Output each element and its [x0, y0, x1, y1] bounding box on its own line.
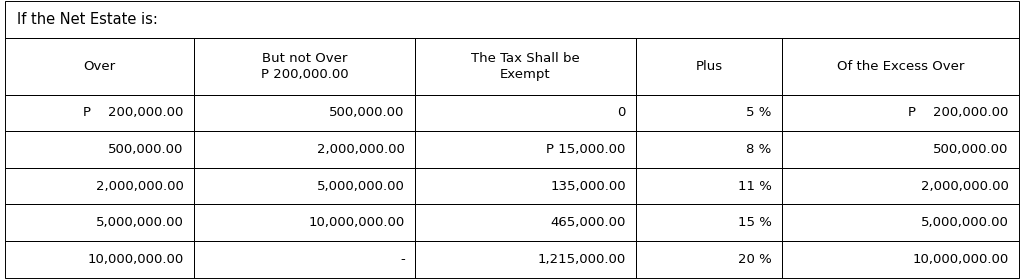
- Bar: [781, 168, 1019, 205]
- Bar: [194, 95, 415, 131]
- Bar: [781, 95, 1019, 131]
- Text: 0: 0: [617, 107, 626, 119]
- Text: 2,000,000.00: 2,000,000.00: [95, 180, 183, 193]
- Text: 5,000,000.00: 5,000,000.00: [95, 216, 183, 229]
- Bar: [5, 38, 194, 95]
- Bar: [636, 205, 781, 241]
- Bar: [415, 38, 636, 95]
- Bar: [194, 241, 415, 278]
- Bar: [194, 38, 415, 95]
- Bar: [781, 168, 1019, 205]
- Text: 5,000,000.00: 5,000,000.00: [921, 216, 1009, 229]
- Bar: [194, 168, 415, 205]
- Bar: [636, 131, 781, 168]
- Bar: [781, 241, 1019, 278]
- Bar: [415, 241, 636, 278]
- Bar: [5, 1, 1019, 38]
- Text: -: -: [400, 253, 404, 266]
- Text: P    200,000.00: P 200,000.00: [83, 107, 183, 119]
- Text: But not Over
P 200,000.00: But not Over P 200,000.00: [260, 52, 348, 81]
- Bar: [636, 95, 781, 131]
- Bar: [415, 131, 636, 168]
- Text: 11 %: 11 %: [737, 180, 771, 193]
- Text: 2,000,000.00: 2,000,000.00: [316, 143, 404, 156]
- Bar: [636, 241, 781, 278]
- Bar: [415, 205, 636, 241]
- Bar: [5, 241, 194, 278]
- Bar: [194, 168, 415, 205]
- Text: 5,000,000.00: 5,000,000.00: [316, 180, 404, 193]
- Text: 500,000.00: 500,000.00: [109, 143, 183, 156]
- Bar: [636, 38, 781, 95]
- Bar: [781, 205, 1019, 241]
- Bar: [5, 168, 194, 205]
- Bar: [415, 95, 636, 131]
- Bar: [636, 205, 781, 241]
- Bar: [781, 95, 1019, 131]
- Text: 5 %: 5 %: [746, 107, 771, 119]
- Bar: [194, 131, 415, 168]
- Text: 1,215,000.00: 1,215,000.00: [538, 253, 626, 266]
- Bar: [194, 38, 415, 95]
- Bar: [194, 205, 415, 241]
- Bar: [781, 241, 1019, 278]
- Bar: [636, 38, 781, 95]
- Bar: [781, 131, 1019, 168]
- Bar: [194, 95, 415, 131]
- Bar: [194, 241, 415, 278]
- Bar: [5, 168, 194, 205]
- Text: 465,000.00: 465,000.00: [551, 216, 626, 229]
- Text: 8 %: 8 %: [746, 143, 771, 156]
- Bar: [781, 38, 1019, 95]
- Text: Plus: Plus: [695, 60, 722, 73]
- Bar: [5, 38, 194, 95]
- Text: 2,000,000.00: 2,000,000.00: [921, 180, 1009, 193]
- Bar: [636, 241, 781, 278]
- Bar: [781, 38, 1019, 95]
- Bar: [636, 168, 781, 205]
- Text: 10,000,000.00: 10,000,000.00: [912, 253, 1009, 266]
- Bar: [415, 241, 636, 278]
- Text: 10,000,000.00: 10,000,000.00: [87, 253, 183, 266]
- Bar: [636, 95, 781, 131]
- Bar: [5, 95, 194, 131]
- Bar: [415, 131, 636, 168]
- Bar: [5, 131, 194, 168]
- Bar: [415, 95, 636, 131]
- Bar: [194, 205, 415, 241]
- Text: 135,000.00: 135,000.00: [550, 180, 626, 193]
- Bar: [415, 205, 636, 241]
- Bar: [781, 131, 1019, 168]
- Bar: [5, 95, 194, 131]
- Bar: [415, 38, 636, 95]
- Text: Over: Over: [83, 60, 116, 73]
- Bar: [194, 131, 415, 168]
- Text: 20 %: 20 %: [737, 253, 771, 266]
- Text: If the Net Estate is:: If the Net Estate is:: [17, 12, 159, 27]
- Text: P 15,000.00: P 15,000.00: [547, 143, 626, 156]
- Text: The Tax Shall be
Exempt: The Tax Shall be Exempt: [471, 52, 580, 81]
- Bar: [5, 205, 194, 241]
- Bar: [5, 131, 194, 168]
- Bar: [636, 168, 781, 205]
- Bar: [415, 168, 636, 205]
- Text: 10,000,000.00: 10,000,000.00: [308, 216, 404, 229]
- Text: Of the Excess Over: Of the Excess Over: [837, 60, 964, 73]
- Bar: [636, 131, 781, 168]
- Text: P    200,000.00: P 200,000.00: [908, 107, 1009, 119]
- Bar: [781, 205, 1019, 241]
- Text: 500,000.00: 500,000.00: [330, 107, 404, 119]
- Bar: [5, 205, 194, 241]
- Bar: [5, 241, 194, 278]
- Bar: [5, 1, 1019, 38]
- Bar: [415, 168, 636, 205]
- Text: 500,000.00: 500,000.00: [933, 143, 1009, 156]
- Text: 15 %: 15 %: [737, 216, 771, 229]
